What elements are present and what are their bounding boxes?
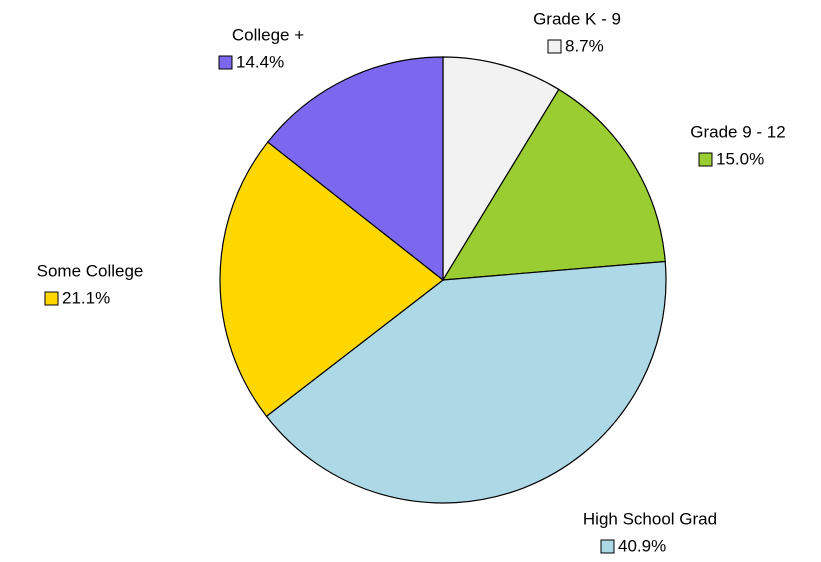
pie-slice	[219, 141, 444, 418]
slice-label: Grade 9 - 12	[690, 122, 785, 141]
value-label: 40.9%	[618, 536, 666, 555]
pie-slice	[442, 56, 560, 283]
legend-swatch	[698, 152, 713, 167]
value-label: 21.1%	[62, 288, 110, 307]
value-label: 14.4%	[236, 52, 284, 71]
pie-slice	[265, 260, 667, 504]
legend-swatch	[218, 55, 233, 70]
pie-slice	[266, 56, 444, 282]
value-label: 15.0%	[716, 149, 764, 168]
slice-label: Some College	[37, 261, 144, 280]
legend-swatch	[600, 539, 615, 554]
pie-slice	[441, 88, 666, 281]
legend-swatch	[547, 39, 562, 54]
value-label: 8.7%	[565, 36, 604, 55]
slice-label: Grade K - 9	[533, 9, 621, 28]
slice-label: College +	[232, 25, 304, 44]
legend-swatch	[44, 291, 59, 306]
slice-label: High School Grad	[583, 509, 717, 528]
